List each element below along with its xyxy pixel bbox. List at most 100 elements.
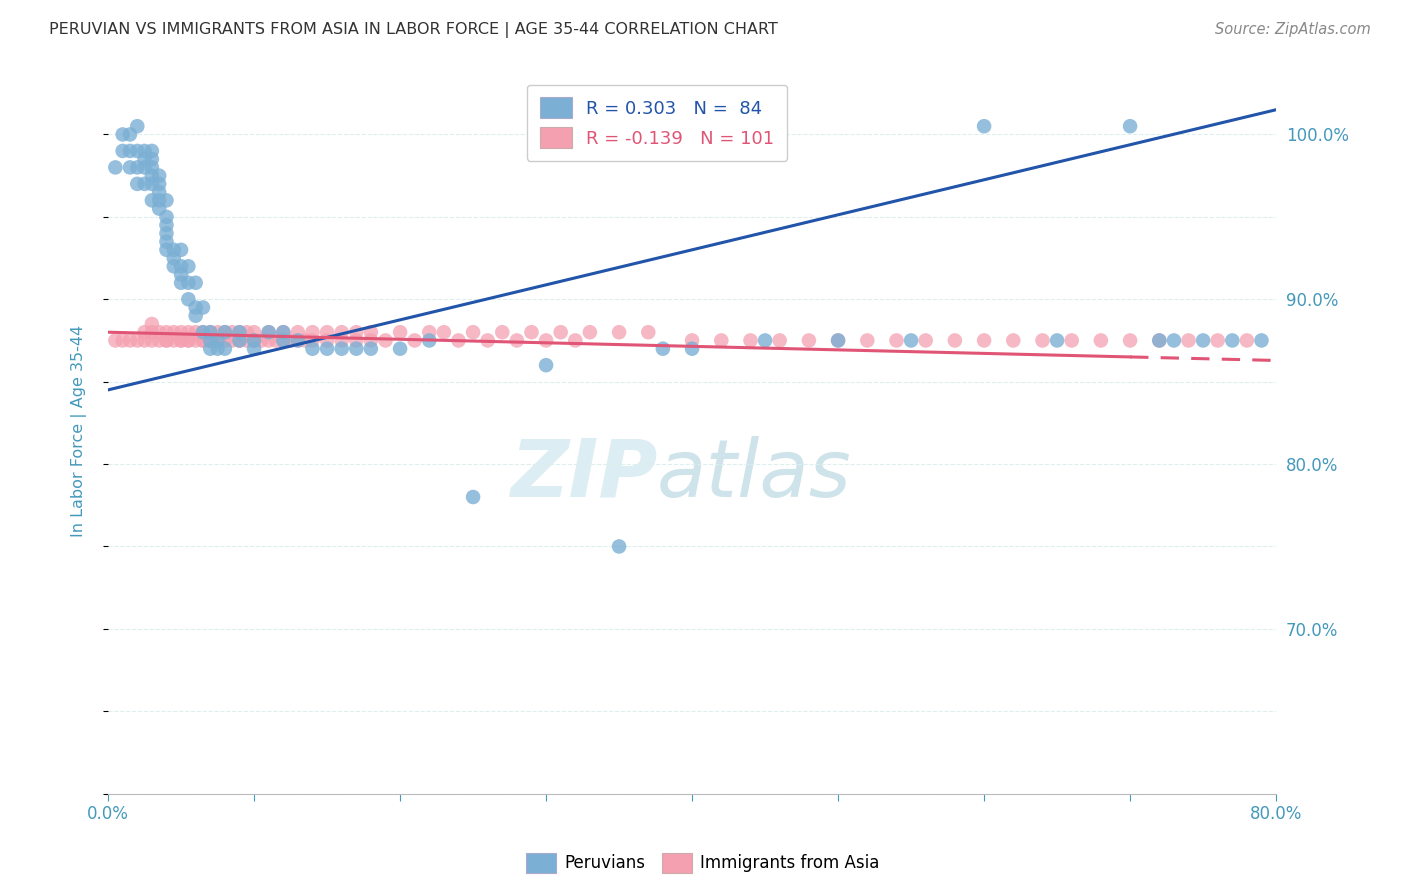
Point bbox=[127, 177, 149, 191]
Point bbox=[564, 334, 586, 348]
Point bbox=[294, 334, 316, 348]
Legend: R = 0.303   N =  84, R = -0.139   N = 101: R = 0.303 N = 84, R = -0.139 N = 101 bbox=[527, 85, 787, 161]
Point bbox=[155, 325, 177, 339]
Point bbox=[477, 334, 499, 348]
Point bbox=[163, 334, 186, 348]
Point bbox=[1177, 334, 1199, 348]
Point bbox=[301, 325, 323, 339]
Point bbox=[1119, 119, 1142, 133]
Point bbox=[264, 334, 287, 348]
Point bbox=[207, 342, 229, 356]
Point bbox=[886, 334, 908, 348]
Point bbox=[1192, 334, 1215, 348]
Point bbox=[506, 334, 529, 348]
Text: Source: ZipAtlas.com: Source: ZipAtlas.com bbox=[1215, 22, 1371, 37]
Point bbox=[141, 317, 163, 331]
Point bbox=[177, 334, 200, 348]
Point bbox=[344, 325, 367, 339]
Point bbox=[118, 161, 141, 175]
Point bbox=[250, 334, 273, 348]
Point bbox=[236, 334, 259, 348]
Point bbox=[943, 334, 966, 348]
Point bbox=[797, 334, 820, 348]
Point bbox=[207, 325, 229, 339]
Point bbox=[491, 325, 513, 339]
Point bbox=[827, 334, 849, 348]
Point bbox=[404, 334, 426, 348]
Point bbox=[1236, 334, 1258, 348]
Point bbox=[754, 334, 776, 348]
Point bbox=[900, 334, 922, 348]
Point bbox=[550, 325, 572, 339]
Text: ZIP: ZIP bbox=[509, 435, 657, 514]
Point bbox=[148, 185, 170, 199]
Point bbox=[207, 334, 229, 348]
Point bbox=[200, 334, 222, 348]
Point bbox=[1046, 334, 1069, 348]
Point bbox=[973, 334, 995, 348]
Point bbox=[184, 334, 207, 348]
Point bbox=[155, 243, 177, 257]
Point bbox=[134, 152, 156, 166]
Point bbox=[200, 325, 222, 339]
Point bbox=[1119, 334, 1142, 348]
Point bbox=[148, 194, 170, 208]
Point bbox=[228, 325, 250, 339]
Point bbox=[360, 325, 382, 339]
Point bbox=[118, 144, 141, 158]
Point bbox=[148, 325, 170, 339]
Point bbox=[184, 325, 207, 339]
Point bbox=[148, 169, 170, 183]
Point bbox=[200, 334, 222, 348]
Point bbox=[221, 325, 243, 339]
Point bbox=[447, 334, 470, 348]
Point bbox=[155, 235, 177, 249]
Point bbox=[191, 325, 214, 339]
Point bbox=[344, 334, 367, 348]
Legend: Peruvians, Immigrants from Asia: Peruvians, Immigrants from Asia bbox=[519, 847, 887, 880]
Point bbox=[236, 325, 259, 339]
Point bbox=[127, 334, 149, 348]
Point bbox=[200, 334, 222, 348]
Point bbox=[534, 358, 557, 372]
Point bbox=[191, 325, 214, 339]
Point bbox=[607, 325, 630, 339]
Point bbox=[228, 334, 250, 348]
Point bbox=[155, 334, 177, 348]
Point bbox=[148, 177, 170, 191]
Point bbox=[271, 334, 294, 348]
Point bbox=[1206, 334, 1229, 348]
Point bbox=[207, 334, 229, 348]
Point bbox=[1220, 334, 1243, 348]
Point bbox=[111, 144, 134, 158]
Point bbox=[316, 325, 339, 339]
Point bbox=[271, 325, 294, 339]
Point bbox=[170, 260, 193, 274]
Point bbox=[104, 161, 127, 175]
Point bbox=[1149, 334, 1171, 348]
Point bbox=[214, 342, 236, 356]
Point bbox=[287, 334, 309, 348]
Point bbox=[330, 334, 353, 348]
Point bbox=[148, 202, 170, 216]
Point bbox=[389, 325, 412, 339]
Point bbox=[155, 334, 177, 348]
Point bbox=[607, 540, 630, 554]
Point bbox=[710, 334, 733, 348]
Point bbox=[163, 325, 186, 339]
Point bbox=[271, 325, 294, 339]
Point bbox=[141, 161, 163, 175]
Point bbox=[127, 161, 149, 175]
Point bbox=[170, 334, 193, 348]
Point bbox=[127, 119, 149, 133]
Point bbox=[301, 342, 323, 356]
Point bbox=[316, 334, 339, 348]
Point bbox=[177, 276, 200, 290]
Point bbox=[301, 334, 323, 348]
Point bbox=[257, 325, 280, 339]
Point bbox=[344, 342, 367, 356]
Point bbox=[1060, 334, 1083, 348]
Point bbox=[374, 334, 396, 348]
Point bbox=[170, 268, 193, 282]
Point bbox=[330, 325, 353, 339]
